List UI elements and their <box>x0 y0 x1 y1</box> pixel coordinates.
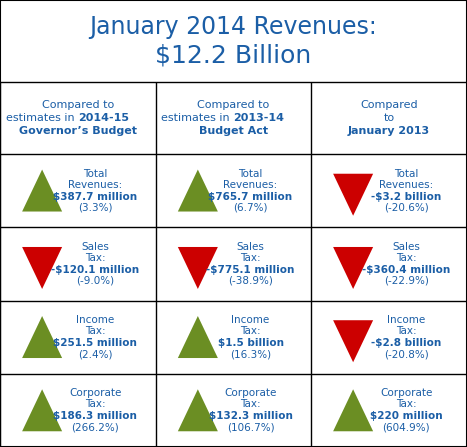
Text: $765.7 million: $765.7 million <box>208 192 293 202</box>
Text: Sales: Sales <box>81 242 109 252</box>
Text: (604.9%): (604.9%) <box>382 422 430 432</box>
Text: Compared: Compared <box>360 100 418 110</box>
Text: -$2.8 billion: -$2.8 billion <box>371 338 441 348</box>
Text: Tax:: Tax: <box>240 326 261 336</box>
Text: Total: Total <box>394 169 418 179</box>
Text: Income: Income <box>232 315 269 325</box>
Polygon shape <box>333 247 373 289</box>
Text: $220 million: $220 million <box>370 411 442 422</box>
Text: Revenues:: Revenues: <box>379 180 433 190</box>
Text: 2014-15: 2014-15 <box>78 113 129 123</box>
Text: $251.5 million: $251.5 million <box>53 338 137 348</box>
Text: Corporate: Corporate <box>224 388 277 398</box>
Text: -$3.2 billion: -$3.2 billion <box>371 192 441 202</box>
Text: Budget Act: Budget Act <box>199 126 268 136</box>
Text: to: to <box>383 113 395 123</box>
Text: January 2014 Revenues:: January 2014 Revenues: <box>90 15 377 39</box>
Text: (-20.8%): (-20.8%) <box>384 349 429 359</box>
Text: $132.3 million: $132.3 million <box>209 411 292 422</box>
Polygon shape <box>22 389 62 431</box>
Polygon shape <box>22 316 62 358</box>
Text: Corporate: Corporate <box>69 388 121 398</box>
Text: Income: Income <box>387 315 425 325</box>
Text: Tax:: Tax: <box>85 399 106 409</box>
Text: Tax:: Tax: <box>240 253 261 263</box>
Text: (2.4%): (2.4%) <box>78 349 113 359</box>
Text: Revenues:: Revenues: <box>223 180 278 190</box>
Text: (-9.0%): (-9.0%) <box>76 276 114 286</box>
Text: Sales: Sales <box>392 242 420 252</box>
Text: $12.2 Billion: $12.2 Billion <box>156 43 311 67</box>
Polygon shape <box>22 247 62 289</box>
Text: $1.5 billion: $1.5 billion <box>218 338 283 348</box>
Text: -$120.1 million: -$120.1 million <box>51 265 139 275</box>
Text: (266.2%): (266.2%) <box>71 422 119 432</box>
Text: Tax:: Tax: <box>396 326 417 336</box>
Text: $387.7 million: $387.7 million <box>53 192 137 202</box>
Text: (16.3%): (16.3%) <box>230 349 271 359</box>
Polygon shape <box>333 174 373 216</box>
Polygon shape <box>178 389 218 431</box>
Text: Tax:: Tax: <box>85 326 106 336</box>
Text: 2013-14: 2013-14 <box>234 113 284 123</box>
Text: Total: Total <box>238 169 263 179</box>
Polygon shape <box>178 169 218 211</box>
Polygon shape <box>333 320 373 362</box>
Text: Revenues:: Revenues: <box>68 180 122 190</box>
Text: Tax:: Tax: <box>240 399 261 409</box>
Text: (6.7%): (6.7%) <box>234 202 268 213</box>
Text: Tax:: Tax: <box>85 253 106 263</box>
Text: January 2013: January 2013 <box>348 126 430 136</box>
Text: Tax:: Tax: <box>396 399 417 409</box>
Text: (106.7%): (106.7%) <box>227 422 275 432</box>
Text: -$360.4 million: -$360.4 million <box>362 265 450 275</box>
Text: estimates in: estimates in <box>6 113 78 123</box>
Polygon shape <box>333 389 373 431</box>
Text: (3.3%): (3.3%) <box>78 202 113 213</box>
Polygon shape <box>178 316 218 358</box>
Text: Tax:: Tax: <box>396 253 417 263</box>
Text: (-20.6%): (-20.6%) <box>384 202 429 213</box>
Text: Compared to: Compared to <box>198 100 269 110</box>
Polygon shape <box>22 169 62 211</box>
Text: Income: Income <box>76 315 114 325</box>
Text: Compared to: Compared to <box>42 100 114 110</box>
Text: Corporate: Corporate <box>380 388 432 398</box>
Text: $186.3 million: $186.3 million <box>53 411 137 422</box>
Text: (-38.9%): (-38.9%) <box>228 276 273 286</box>
Text: Sales: Sales <box>237 242 264 252</box>
Text: (-22.9%): (-22.9%) <box>384 276 429 286</box>
Text: Total: Total <box>83 169 107 179</box>
Text: Governor’s Budget: Governor’s Budget <box>19 126 137 136</box>
Text: -$775.1 million: -$775.1 million <box>206 265 295 275</box>
Polygon shape <box>178 247 218 289</box>
Text: estimates in: estimates in <box>162 113 234 123</box>
